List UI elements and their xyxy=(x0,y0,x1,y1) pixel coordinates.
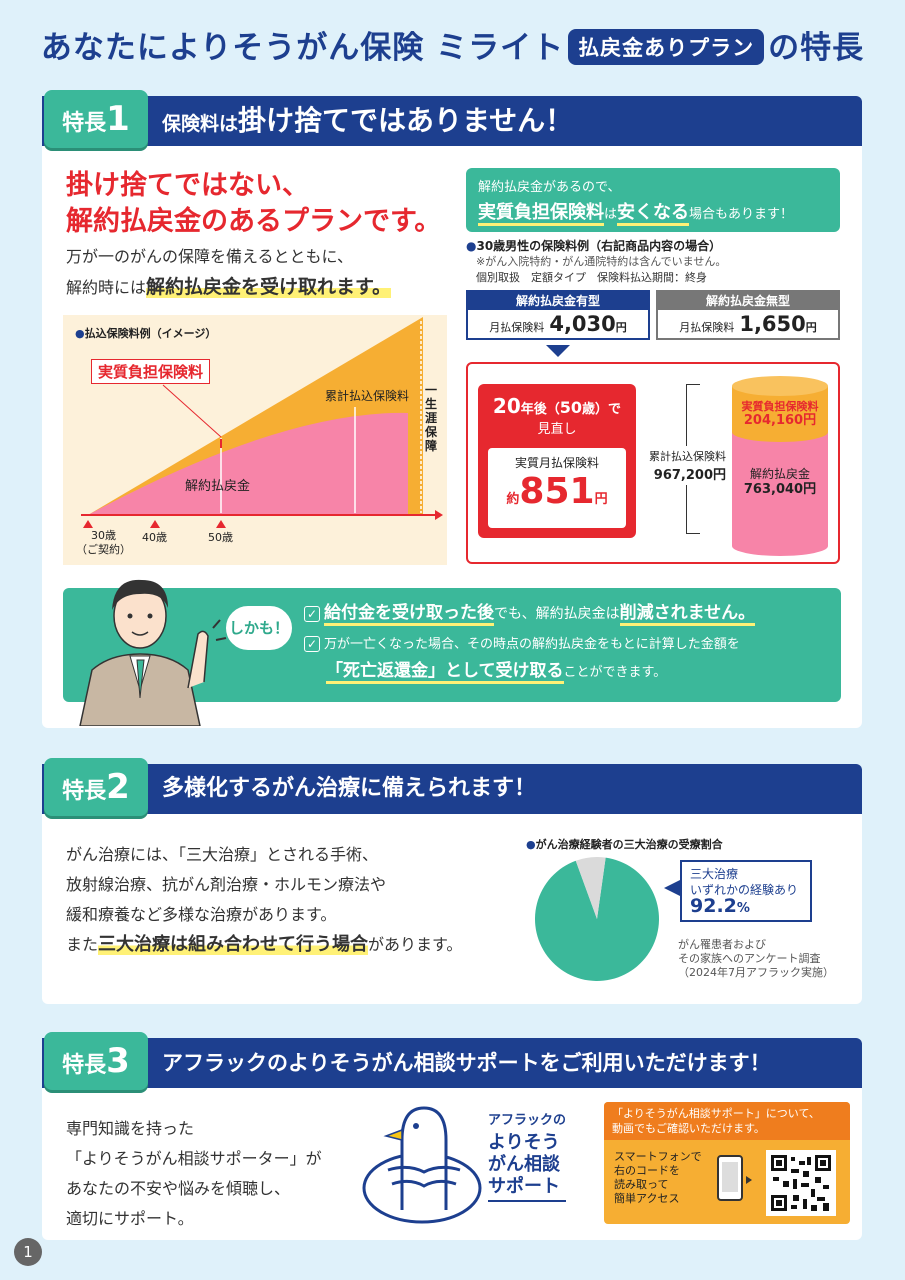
page-number: 1 xyxy=(14,1238,42,1266)
plan-without-refund: 解約払戻金無型 月払保険料 1,650円 xyxy=(656,290,840,340)
graph-age-50: 50歳 xyxy=(208,531,233,544)
duck-logo-icon xyxy=(362,1106,482,1224)
check-icon: ✓ xyxy=(304,636,320,652)
total-premium: 累計払込保険料 967,200円 xyxy=(636,446,726,485)
page-title: あなたによりそうがん保険 ミライト 払戻金ありプラン の特長 xyxy=(40,28,865,66)
review-effective-box: 20年後（50歳）で 見直し 実質月払保険料 約851円 xyxy=(478,384,636,538)
qr-code[interactable] xyxy=(766,1150,836,1216)
feature1-headline: 掛け捨てではない、 解約払戻金のあるプランです。 xyxy=(66,170,442,237)
feature1-body: 万が一のがんの保障を備えるとともに、 解約時には解約払戻金を受け取れます。 xyxy=(66,247,392,298)
pie-slice-other xyxy=(575,857,606,919)
qr-box: 「よりそうがん相談サポート」について、 動画でもご確認いただけます。 スマートフ… xyxy=(604,1102,850,1224)
cylinder-chart xyxy=(732,376,828,556)
shikamo-bubble: しかも！ xyxy=(224,604,294,652)
businessman-illustration xyxy=(79,579,227,726)
premium-example: ●30歳男性の保険料例（右記商品内容の場合） ※がん入院特約・がん通院特約は含ん… xyxy=(466,239,727,284)
graph-age-30: 30歳 （ご契約） xyxy=(76,529,131,556)
cylinder-refund: 解約払戻金 763,040円 xyxy=(743,467,817,497)
pie-callout-label1: 三大治療 xyxy=(690,867,739,881)
pie-caption: ●がん治療経験者の三大治療の受療割合 xyxy=(526,838,723,851)
premium-graph: ●払込保険料例（イメージ） 実質負担保険料 累計払込保険料 一生涯保障 解約払戻… xyxy=(63,315,447,565)
down-arrow-icon xyxy=(546,345,570,357)
pie-slice-experienced xyxy=(535,857,659,981)
feature1-header: 保険料は掛け捨てではありません！ xyxy=(42,96,862,146)
feature3-badge: 特長3 xyxy=(44,1032,148,1090)
support-logo-text: アフラックの よりそう がん相談 サポート xyxy=(488,1110,567,1202)
pie-callout-label2: いずれかの経験あり xyxy=(690,883,799,897)
graph-lifetime-label: 一生涯保障 xyxy=(425,383,438,453)
graph-svg xyxy=(81,317,443,528)
pie-callout-value: 92.2 xyxy=(690,895,737,917)
graph-real-burden-label: 実質負担保険料 xyxy=(91,359,211,384)
feature3-header: アフラックのよりそうがん相談サポートをご利用いただけます！ xyxy=(42,1038,862,1088)
feature2-body: がん治療には、「三大治療」とされる手術、 放射線治療、抗がん剤治療・ホルモン療法… xyxy=(66,845,463,955)
pie-callout: 三大治療 いずれかの経験あり 92.2% xyxy=(680,860,812,922)
graph-refund-label: 解約払戻金 xyxy=(185,479,251,494)
graph-age-40: 40歳 xyxy=(142,531,167,544)
shikamo-points: ✓ 給付金を受け取った後でも、解約払戻金は削減されません。 ✓ 万が一亡くなった場合… xyxy=(304,600,756,686)
cylinder-real-burden: 実質負担保険料 204,160円 xyxy=(741,400,819,428)
refund-callout: 解約払戻金があるので、 実質負担保険料は安くなる場合もあります！ xyxy=(466,168,840,232)
graph-total-label: 累計払込保険料 xyxy=(325,389,410,403)
plan-badge: 払戻金ありプラン xyxy=(568,28,765,65)
qr-code-icon xyxy=(771,1155,831,1211)
survey-source: がん罹患者および その家族へのアンケート調査 （2024年7月アフラック実施） xyxy=(678,938,834,979)
plan-with-refund: 解約払戻金有型 月払保険料 4,030円 xyxy=(466,290,650,340)
feature3-body: 専門知識を持った 「よりそうがん相談サポーター」が あなたの不安や悩みを傾聴し、… xyxy=(66,1119,322,1228)
callout-pointer xyxy=(664,880,680,896)
treatment-pie-chart xyxy=(535,857,659,981)
smartphone-icon xyxy=(717,1155,752,1201)
feature2-header: 多様化するがん治療に備えられます！ xyxy=(42,764,862,814)
check-icon: ✓ xyxy=(304,606,320,622)
feature1-badge: 特長1 xyxy=(44,90,148,148)
feature2-badge: 特長2 xyxy=(44,758,148,816)
